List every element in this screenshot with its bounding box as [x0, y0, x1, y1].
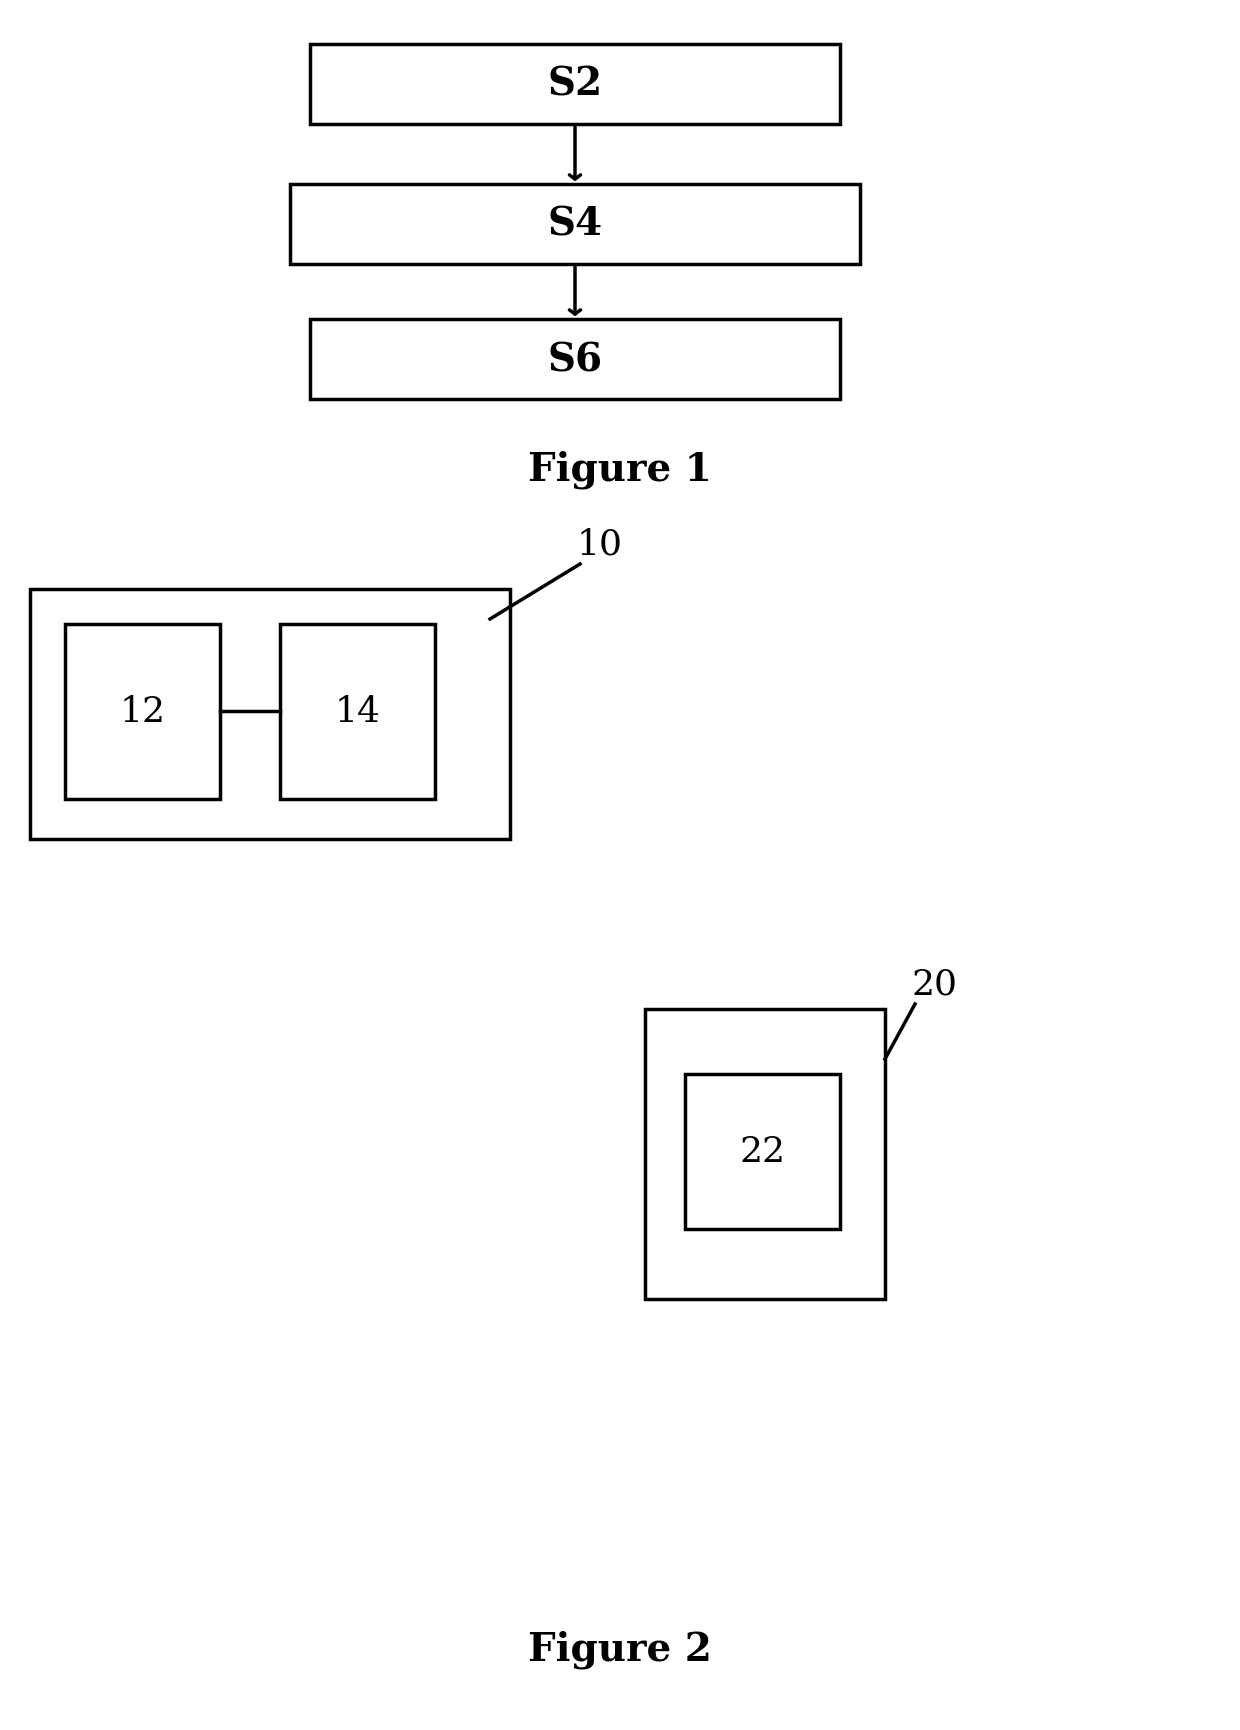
- Bar: [310, 45, 839, 125]
- Bar: [280, 625, 435, 799]
- Bar: [645, 1009, 885, 1299]
- Bar: [30, 590, 510, 839]
- Text: Figure 2: Figure 2: [528, 1630, 712, 1668]
- Bar: [310, 320, 839, 400]
- Bar: [290, 185, 861, 265]
- Text: 12: 12: [120, 695, 166, 728]
- Text: 14: 14: [335, 695, 381, 728]
- Text: S2: S2: [547, 66, 603, 104]
- Text: 20: 20: [911, 967, 959, 1002]
- Text: 10: 10: [577, 528, 622, 562]
- Text: S6: S6: [547, 341, 603, 379]
- Text: S4: S4: [547, 206, 603, 244]
- Bar: [64, 625, 219, 799]
- Bar: [684, 1074, 839, 1230]
- Text: 22: 22: [739, 1135, 785, 1168]
- Text: Figure 1: Figure 1: [528, 450, 712, 490]
